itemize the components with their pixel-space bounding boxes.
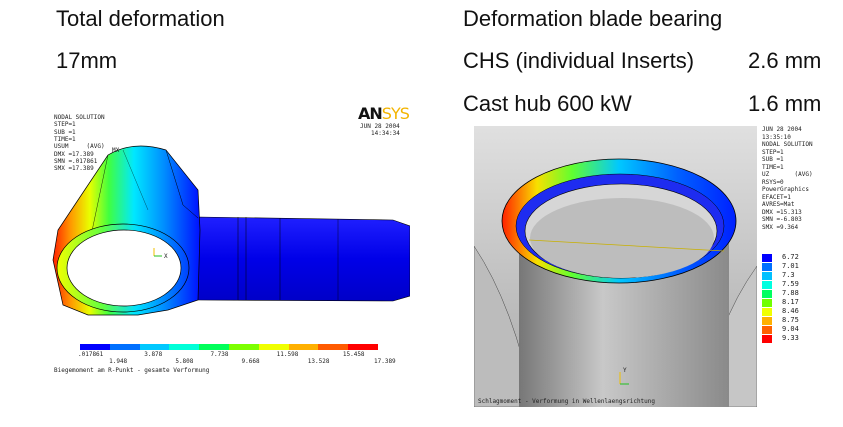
right-info-line: 13:35:10 <box>762 133 791 141</box>
right-info-line: SMX =9.364 <box>762 223 799 231</box>
right-info-line: NODAL SOLUTION <box>762 141 813 148</box>
hub-contour <box>122 149 149 211</box>
colorbar-segment <box>80 344 110 350</box>
left-colorbar <box>80 344 378 350</box>
legend-swatch <box>762 281 772 289</box>
right-info-line: EFACET=1 <box>762 193 791 201</box>
colorbar-segment <box>288 344 319 350</box>
left-axis-label: X <box>164 253 168 260</box>
colorbar-segment <box>199 344 229 350</box>
left-caption: Biegemoment am R-Punkt - gesamte Verform… <box>54 367 210 374</box>
left-title: Total deformation <box>56 6 225 31</box>
legend-label: 8.75 <box>782 316 799 324</box>
right-deformation-plot: Y Schlagmoment - Verformung in Wellenlae… <box>474 126 757 407</box>
legend-swatch <box>762 335 772 343</box>
legend-label: 9.33 <box>782 334 799 342</box>
section-line <box>528 239 725 252</box>
colorbar-tick-label: 11.598 <box>276 351 299 358</box>
colorbar-tick-label: 7.738 <box>210 351 229 358</box>
left-ansys-logo: ANSYS <box>358 104 410 123</box>
colorbar-segment <box>348 344 378 350</box>
chs-label: CHS (individual Inserts) <box>463 48 695 73</box>
legend-label: 8.46 <box>782 307 799 315</box>
left-value: 17mm <box>56 48 118 73</box>
legend-swatch <box>762 254 772 262</box>
shaft-body <box>197 216 410 302</box>
colorbar-tick-label: 5.808 <box>175 358 194 365</box>
legend-label: 7.88 <box>782 289 799 297</box>
chs-value: 2.6 mm <box>748 48 822 73</box>
bore-hole <box>66 229 182 307</box>
right-axis-label: Y <box>623 367 627 374</box>
legend-label: 9.04 <box>782 325 799 333</box>
legend-swatch <box>762 317 772 325</box>
right-info-line: STEP=1 <box>762 148 784 156</box>
cast-hub-label: Cast hub 600 kW <box>463 91 632 116</box>
right-caption: Schlagmoment - Verformung in Wellenlaeng… <box>478 398 655 405</box>
hub-contour <box>165 149 199 219</box>
colorbar-segment <box>139 344 170 350</box>
colorbar-tick-label: 13.528 <box>307 358 330 365</box>
right-info-line: PowerGraphics <box>762 186 809 193</box>
colorbar-tick-label: 15.458 <box>342 351 365 358</box>
legend-swatch <box>762 272 772 280</box>
colorbar-tick-label: .017861 <box>78 351 104 358</box>
colorbar-segment <box>229 344 259 350</box>
colorbar-segment <box>258 344 289 350</box>
left-info-line: SUB =1 <box>54 128 76 136</box>
right-title: Deformation blade bearing <box>463 6 723 31</box>
colorbar-segment <box>318 344 349 350</box>
cast-hub-value: 1.6 mm <box>748 91 822 116</box>
left-info-line: USUM (AVG) <box>54 143 105 151</box>
legend-swatch <box>762 326 772 334</box>
colorbar-tick-label: 17.389 <box>374 358 396 365</box>
right-info-line: UZ (AVG) <box>762 171 813 178</box>
left-info-line: NODAL SOLUTION <box>54 114 105 121</box>
right-info-line: DMX =15.313 <box>762 208 802 216</box>
legend-label: 7.01 <box>782 262 799 270</box>
left-date: JUN 28 2004 <box>360 123 400 130</box>
legend-label: 8.17 <box>782 298 799 306</box>
legend-swatch <box>762 290 772 298</box>
axis-triad: Y <box>619 367 629 385</box>
left-time: 14:34:34 <box>371 130 400 137</box>
right-info-line: SMN =-6.803 <box>762 216 802 223</box>
left-info-line: TIME=1 <box>54 135 76 143</box>
bore-inside <box>530 198 714 278</box>
legend-label: 7.59 <box>782 280 799 288</box>
left-info-line: SMX =17.389 <box>54 165 94 173</box>
legend-label: 7.3 <box>782 271 795 279</box>
colorbar-segment <box>109 344 140 350</box>
colorbar-segment <box>169 344 200 350</box>
right-info-line: AVRES=Mat <box>762 201 795 208</box>
left-info-line: DMX =17.389 <box>54 150 94 158</box>
right-info-line: JUN 28 2004 <box>762 126 802 133</box>
right-info-line: SUB =1 <box>762 156 784 163</box>
legend-swatch <box>762 299 772 307</box>
left-deformation-plot: X MX <box>52 145 410 316</box>
left-info-line: STEP=1 <box>54 121 76 129</box>
legend-label: 6.72 <box>782 253 799 261</box>
left-info-line: SMN =.017861 <box>54 157 98 165</box>
axis-triad: X <box>153 248 168 260</box>
legend-swatch <box>762 263 772 271</box>
mx-label: MX <box>112 147 120 154</box>
right-info-line: TIME=1 <box>762 163 784 171</box>
legend-swatch <box>762 308 772 316</box>
right-info-line: RSYS=0 <box>762 178 784 186</box>
colorbar-tick-label: 9.668 <box>241 358 260 365</box>
colorbar-tick-label: 3.878 <box>144 351 163 358</box>
colorbar-tick-label: 1.948 <box>109 358 128 365</box>
